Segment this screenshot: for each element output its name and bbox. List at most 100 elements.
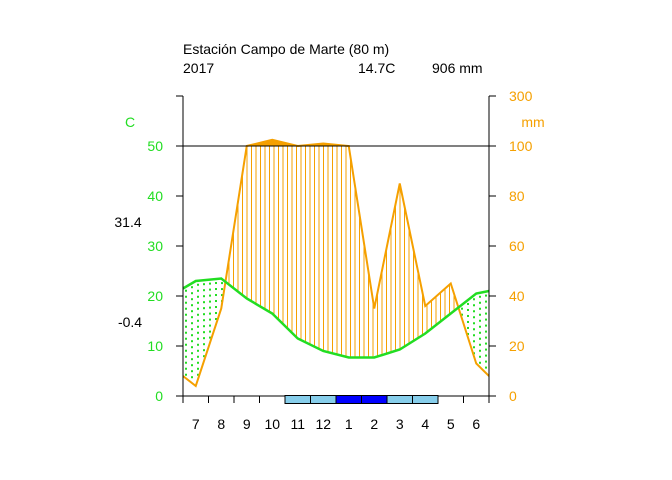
dry-dot xyxy=(467,332,469,335)
dry-dot xyxy=(473,346,475,349)
month-label: 7 xyxy=(192,416,200,432)
dry-dot xyxy=(203,283,205,286)
left-tick-label: 30 xyxy=(147,238,163,254)
dry-dot xyxy=(485,300,487,303)
dry-dot xyxy=(215,312,217,315)
dry-dot xyxy=(197,367,199,370)
dry-dot xyxy=(209,282,211,285)
dry-dot xyxy=(485,366,487,369)
dry-dot xyxy=(479,319,481,322)
dry-dot xyxy=(467,326,469,329)
dry-dot xyxy=(191,328,193,331)
right-tick-label: 0 xyxy=(509,388,517,404)
dry-dot xyxy=(197,325,199,328)
dry-dot xyxy=(479,361,481,364)
dry-dot xyxy=(473,298,475,301)
month-label: 8 xyxy=(217,416,225,432)
dry-dot xyxy=(209,300,211,303)
dry-dot xyxy=(221,288,223,291)
dry-dot xyxy=(197,283,199,286)
dry-dot xyxy=(197,295,199,298)
dry-dot xyxy=(185,343,187,346)
dry-dot xyxy=(209,294,211,297)
month-label: 5 xyxy=(447,416,455,432)
month-label: 1 xyxy=(345,416,353,432)
dry-dot xyxy=(203,349,205,352)
dry-dot xyxy=(191,334,193,337)
frost-month-probable xyxy=(412,395,439,404)
series-lines xyxy=(182,138,490,388)
dry-dot xyxy=(485,294,487,297)
dry-dot xyxy=(479,325,481,328)
frost-bar xyxy=(284,395,439,404)
dry-dot xyxy=(215,288,217,291)
dry-dot xyxy=(185,349,187,352)
dry-dot xyxy=(203,301,205,304)
dry-dot xyxy=(203,289,205,292)
dry-dot xyxy=(209,324,211,327)
dry-dot xyxy=(197,313,199,316)
left-tick-label: 20 xyxy=(147,288,163,304)
dry-dot xyxy=(197,349,199,352)
dry-dot xyxy=(191,370,193,373)
dry-dot xyxy=(203,307,205,310)
frost-month-certain xyxy=(335,395,362,404)
dry-dot xyxy=(485,306,487,309)
dry-dot xyxy=(191,376,193,379)
dry-dot xyxy=(185,331,187,334)
dry-dot xyxy=(203,295,205,298)
dry-dot xyxy=(203,355,205,358)
right-tick-label: 80 xyxy=(509,188,525,204)
dry-dot xyxy=(467,320,469,323)
dry-dot xyxy=(467,308,469,311)
dry-dot xyxy=(467,314,469,317)
dry-dot xyxy=(473,322,475,325)
right-tick-label: 60 xyxy=(509,238,525,254)
frost-month-probable xyxy=(310,395,337,404)
dry-dot xyxy=(185,319,187,322)
dry-dot xyxy=(191,322,193,325)
dry-dot xyxy=(197,361,199,364)
dry-dot xyxy=(473,328,475,331)
right-tick-label: 40 xyxy=(509,288,525,304)
dry-dot xyxy=(479,331,481,334)
min-temperature-label: -0.4 xyxy=(118,314,142,330)
dry-dot xyxy=(197,289,199,292)
dry-dot xyxy=(191,364,193,367)
dry-dot xyxy=(485,348,487,351)
right-tick-label: 300 xyxy=(509,88,533,104)
dry-dot xyxy=(209,330,211,333)
dry-dot xyxy=(197,331,199,334)
dry-dot xyxy=(203,319,205,322)
dry-dot xyxy=(191,346,193,349)
dry-dot xyxy=(203,313,205,316)
dry-dot xyxy=(191,286,193,289)
dry-dot xyxy=(479,295,481,298)
dry-dot xyxy=(485,330,487,333)
precipitation-hatching xyxy=(228,146,455,358)
right-tick-label: 100 xyxy=(509,138,533,154)
dry-dot xyxy=(479,343,481,346)
dry-dot xyxy=(185,337,187,340)
month-label: 9 xyxy=(243,416,251,432)
dry-dot xyxy=(479,337,481,340)
dry-dot xyxy=(185,373,187,376)
right-tick-label: 20 xyxy=(509,338,525,354)
dry-dot xyxy=(485,318,487,321)
dry-dot xyxy=(185,301,187,304)
dry-dot xyxy=(197,337,199,340)
dry-dot xyxy=(461,313,463,316)
dry-dot xyxy=(197,307,199,310)
left-axis-unit: C xyxy=(125,114,135,130)
annual-precipitation-label: 906 mm xyxy=(432,60,483,76)
dry-dot xyxy=(191,292,193,295)
month-label: 6 xyxy=(472,416,480,432)
chart-title: Estación Campo de Marte (80 m) xyxy=(183,41,389,57)
dry-dot xyxy=(485,324,487,327)
dry-dot xyxy=(185,289,187,292)
left-tick-label: 10 xyxy=(147,338,163,354)
dry-dot xyxy=(185,307,187,310)
dry-dot xyxy=(185,355,187,358)
year-label: 2017 xyxy=(183,60,214,76)
